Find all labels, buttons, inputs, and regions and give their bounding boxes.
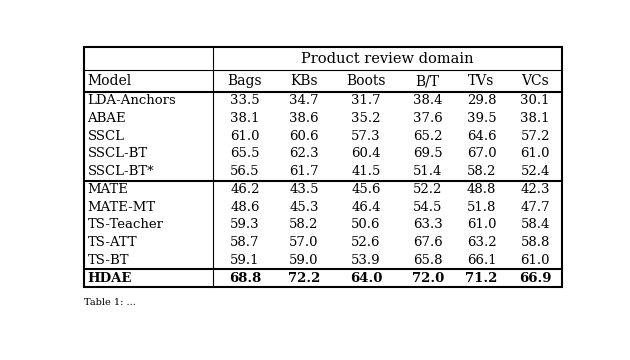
Text: 63.3: 63.3 [413,219,443,231]
Text: 61.0: 61.0 [230,130,260,143]
Text: 47.7: 47.7 [520,201,550,214]
Text: 45.6: 45.6 [351,183,381,196]
Text: 31.7: 31.7 [351,94,381,107]
Text: 46.2: 46.2 [230,183,260,196]
Text: 52.2: 52.2 [413,183,442,196]
Text: 64.6: 64.6 [467,130,496,143]
Text: HDAE: HDAE [88,272,132,285]
Text: 48.8: 48.8 [467,183,496,196]
Text: TS-BT: TS-BT [88,254,129,267]
Text: 65.5: 65.5 [230,148,260,161]
Text: 33.5: 33.5 [230,94,260,107]
Text: 51.4: 51.4 [413,165,442,178]
Text: 51.8: 51.8 [467,201,496,214]
Text: TVs: TVs [468,74,495,88]
Text: Table 1: ...: Table 1: ... [84,298,135,307]
Text: 66.9: 66.9 [519,272,551,285]
Text: 61.0: 61.0 [520,254,550,267]
Text: 67.6: 67.6 [413,236,443,249]
Text: 57.3: 57.3 [351,130,381,143]
Text: 52.6: 52.6 [351,236,381,249]
Text: SSCL: SSCL [88,130,125,143]
Text: 64.0: 64.0 [350,272,382,285]
Text: 57.0: 57.0 [289,236,319,249]
Text: KBs: KBs [290,74,318,88]
Text: 69.5: 69.5 [413,148,442,161]
Text: 35.2: 35.2 [351,112,381,125]
Text: 38.6: 38.6 [289,112,319,125]
Text: 58.8: 58.8 [520,236,550,249]
Text: 38.1: 38.1 [230,112,260,125]
Text: 72.0: 72.0 [411,272,444,285]
Text: 58.2: 58.2 [467,165,496,178]
Text: 68.8: 68.8 [229,272,261,285]
Text: 41.5: 41.5 [351,165,381,178]
Text: 65.2: 65.2 [413,130,442,143]
Text: TS-Teacher: TS-Teacher [88,219,164,231]
Text: B/T: B/T [416,74,440,88]
Text: Model: Model [88,74,132,88]
Text: 53.9: 53.9 [351,254,381,267]
Text: 61.7: 61.7 [289,165,319,178]
Text: ABAE: ABAE [88,112,126,125]
Text: Bags: Bags [227,74,262,88]
Text: 34.7: 34.7 [289,94,319,107]
Text: 62.3: 62.3 [289,148,319,161]
Text: 71.2: 71.2 [466,272,498,285]
Text: TS-ATT: TS-ATT [88,236,137,249]
Text: 59.0: 59.0 [289,254,319,267]
Text: 50.6: 50.6 [351,219,381,231]
Text: 52.4: 52.4 [520,165,550,178]
Text: 59.1: 59.1 [230,254,260,267]
Text: 59.3: 59.3 [230,219,260,231]
Text: 58.4: 58.4 [520,219,550,231]
Text: LDA-Anchors: LDA-Anchors [88,94,176,107]
Text: 66.1: 66.1 [467,254,496,267]
Text: VCs: VCs [522,74,549,88]
Text: 61.0: 61.0 [520,148,550,161]
Text: 60.6: 60.6 [289,130,319,143]
Text: 61.0: 61.0 [467,219,496,231]
Text: 65.8: 65.8 [413,254,442,267]
Text: 38.4: 38.4 [413,94,442,107]
Text: 43.5: 43.5 [289,183,319,196]
Text: 39.5: 39.5 [467,112,496,125]
Text: 67.0: 67.0 [467,148,496,161]
Text: 29.8: 29.8 [467,94,496,107]
Text: 48.6: 48.6 [230,201,260,214]
Text: SSCL-BT*: SSCL-BT* [88,165,154,178]
Text: 57.2: 57.2 [520,130,550,143]
Bar [84,48,562,287]
Text: Product review domain: Product review domain [301,52,474,66]
Text: MATE-MT: MATE-MT [88,201,156,214]
Text: Boots: Boots [346,74,386,88]
Text: 54.5: 54.5 [413,201,442,214]
Text: 58.2: 58.2 [289,219,319,231]
Text: 58.7: 58.7 [230,236,260,249]
Text: MATE: MATE [88,183,129,196]
Text: SSCL-BT: SSCL-BT [88,148,147,161]
Text: 60.4: 60.4 [351,148,381,161]
Text: 46.4: 46.4 [351,201,381,214]
Text: 56.5: 56.5 [230,165,260,178]
Text: 63.2: 63.2 [467,236,496,249]
Text: 45.3: 45.3 [289,201,319,214]
Text: 30.1: 30.1 [520,94,550,107]
Text: 38.1: 38.1 [520,112,550,125]
Text: 37.6: 37.6 [413,112,443,125]
Text: 42.3: 42.3 [520,183,550,196]
Text: 72.2: 72.2 [288,272,320,285]
